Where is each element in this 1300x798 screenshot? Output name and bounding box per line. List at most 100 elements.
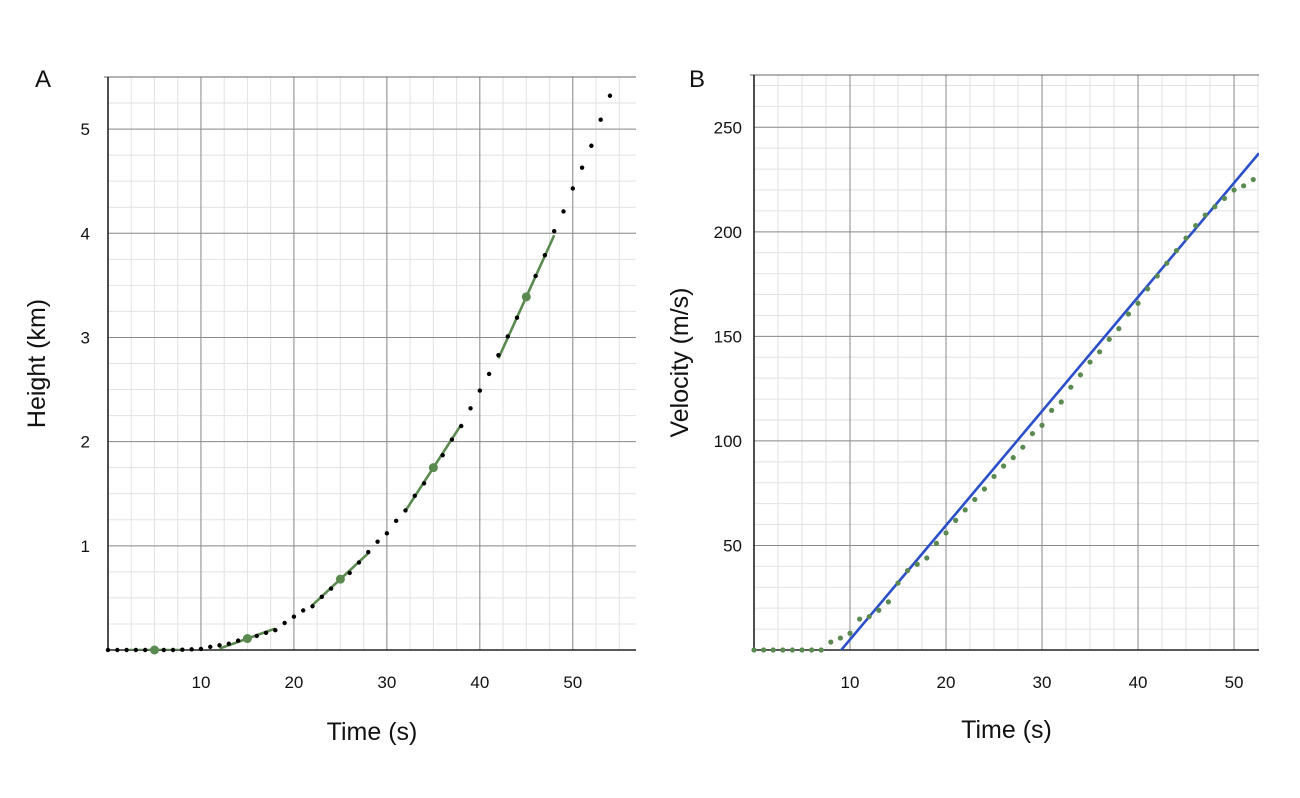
data-point: [751, 647, 757, 653]
y-tick-label: 100: [714, 432, 742, 451]
data-point: [924, 555, 930, 561]
data-point: [905, 567, 911, 574]
data-point: [384, 531, 390, 536]
data-point: [1241, 183, 1247, 189]
data-point: [1173, 248, 1180, 254]
y-tick-label: 150: [714, 327, 742, 346]
plot-area: [839, 152, 1259, 650]
plot-markers: [105, 93, 613, 655]
data-point: [589, 143, 594, 148]
plot-markers: [751, 176, 1256, 653]
data-point: [310, 604, 315, 609]
y-tick-label: 50: [723, 536, 742, 555]
data-point: [847, 630, 853, 636]
data-point: [551, 228, 557, 234]
data-point: [598, 117, 603, 122]
y-tick-label: 5: [81, 120, 90, 139]
data-point: [496, 352, 501, 358]
data-point: [1183, 235, 1189, 241]
data-point: [273, 628, 278, 633]
x-tick-label: 10: [191, 673, 210, 692]
data-point: [789, 647, 796, 653]
data-point: [1250, 176, 1256, 183]
data-point: [1087, 359, 1093, 365]
tangent-point: [521, 292, 531, 302]
data-point: [328, 586, 334, 591]
tangent-point: [149, 645, 159, 655]
data-point: [1164, 260, 1170, 266]
data-point: [1193, 222, 1199, 229]
data-point: [857, 616, 863, 622]
data-point: [226, 641, 232, 646]
data-point: [161, 647, 166, 653]
data-point: [1029, 430, 1036, 437]
y-tick-label: 1: [81, 537, 90, 556]
data-point: [837, 635, 844, 641]
data-point: [180, 647, 185, 652]
data-point: [477, 388, 483, 393]
y-tick-label: 4: [81, 224, 90, 243]
x-tick-label: 20: [284, 673, 303, 692]
data-point: [421, 481, 427, 486]
data-point: [1135, 300, 1141, 306]
data-point: [991, 473, 997, 480]
data-point: [1106, 336, 1112, 342]
data-point: [914, 561, 920, 567]
data-point: [1154, 273, 1160, 279]
data-point: [1097, 349, 1103, 355]
data-point: [291, 614, 297, 619]
data-point: [217, 643, 222, 648]
data-point: [1116, 326, 1122, 332]
data-point: [607, 93, 613, 98]
data-point: [356, 560, 362, 565]
data-point: [440, 452, 445, 458]
x-tick-label: 30: [377, 673, 396, 692]
x-tick-label: 10: [841, 673, 860, 692]
data-point: [1058, 399, 1064, 405]
data-point: [1212, 204, 1218, 210]
x-axis-label: Time (s): [327, 718, 418, 746]
x-tick-label: 30: [1033, 673, 1052, 692]
data-point: [505, 334, 510, 339]
y-tick-label: 2: [81, 433, 90, 452]
tangent-point: [428, 463, 438, 473]
panel-a: 10 20 30 40 50 1 2 3 4 5 Time (s) Height (km) A: [23, 66, 636, 746]
data-point: [1039, 422, 1045, 428]
tangent-point: [242, 634, 252, 644]
data-point: [393, 518, 399, 524]
data-point: [1221, 195, 1228, 201]
data-point: [208, 644, 213, 650]
data-point: [1202, 212, 1208, 218]
data-point: [561, 209, 566, 214]
data-point: [1145, 286, 1151, 292]
data-point: [1001, 463, 1007, 469]
data-point: [1010, 455, 1016, 461]
y-axis-label: Height (km): [23, 299, 51, 428]
data-point: [1020, 444, 1026, 450]
data-point: [780, 647, 786, 653]
data-point: [449, 437, 455, 442]
data-point: [254, 633, 259, 639]
data-point: [486, 371, 492, 377]
panel-b: 10 20 30 40 50 50 100 150 200 250 Time (s) Velocity…: [666, 66, 1259, 744]
data-point: [282, 620, 287, 626]
data-point: [885, 599, 892, 605]
data-point: [962, 507, 968, 513]
data-point: [981, 486, 988, 492]
x-tick-label: 20: [937, 673, 956, 692]
data-point: [1077, 372, 1084, 378]
panel-label: B: [689, 66, 705, 93]
data-point: [1068, 384, 1074, 390]
x-tick-label: 40: [470, 673, 489, 692]
x-tick-label: 50: [1225, 673, 1244, 692]
data-point: [375, 539, 380, 544]
data-point: [579, 165, 585, 170]
data-point: [133, 647, 139, 653]
data-point: [809, 647, 815, 653]
data-point: [972, 496, 978, 503]
data-point: [895, 580, 901, 586]
data-point: [263, 630, 269, 636]
fit-line: [839, 152, 1259, 650]
data-point: [933, 540, 940, 546]
